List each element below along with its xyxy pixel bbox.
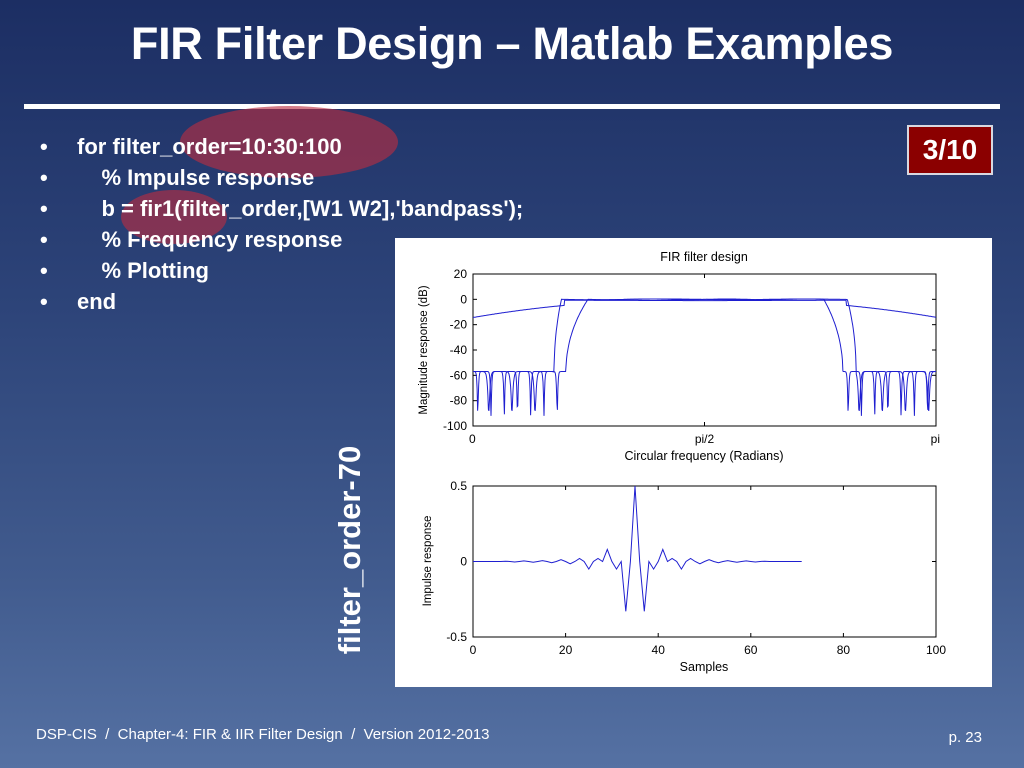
magnitude-series [472, 298, 937, 416]
y-tick-label: 0 [460, 555, 467, 569]
magnitude-xlabel: Circular frequency (Radians) [624, 449, 783, 463]
impulse-axis-ticks: 0.50-0.50 20 40 60 80 100 [446, 479, 946, 657]
bullet-glyph: • [40, 227, 48, 252]
y-tick-label: -40 [450, 343, 468, 357]
magnitude-line-order-10 [472, 299, 937, 318]
filter-order-side-label: filter_order-70 [332, 445, 367, 655]
code-line-2: % Impulse response [77, 165, 315, 190]
impulse-ylabel: Impulse response [422, 516, 434, 607]
x-tick-label: 80 [837, 643, 851, 657]
code-line-1: for filter_order=10:30:100 [77, 134, 342, 159]
x-tick-label: 40 [652, 643, 666, 657]
y-tick-label: -100 [443, 419, 467, 433]
y-tick-label: 20 [454, 267, 468, 281]
y-tick-label: 0 [460, 292, 467, 306]
y-tick-label: 0.5 [450, 479, 467, 493]
highlight-ellipse-fir1 [121, 190, 227, 244]
x-tick-label: pi/2 [695, 432, 715, 446]
highlight-ellipse-order [180, 106, 398, 178]
bullet-glyph: • [40, 196, 48, 221]
title-divider [24, 104, 1000, 109]
code-line-3: b = fir1(filter_order,[W1 W2],'bandpass'… [77, 196, 524, 221]
x-tick-label: 60 [744, 643, 758, 657]
matlab-figure: FIR filter design 20 0 -20 -40 -60 -80 -100 0 pi… [395, 238, 992, 687]
code-line-4: % Frequency response [77, 227, 343, 252]
code-line-6: end [77, 289, 117, 314]
code-line-5: % Plotting [77, 258, 209, 283]
bullet-glyph: • [40, 258, 48, 283]
bullet-glyph: • [40, 165, 48, 190]
footer-course-info: DSP-CIS / Chapter-4: FIR & IIR Filter De… [36, 726, 490, 743]
impulse-response-line [473, 485, 802, 612]
slide-title: FIR Filter Design – Matlab Examples [130, 18, 894, 69]
bullet-glyph: • [40, 289, 48, 314]
y-tick-label: -0.5 [446, 630, 467, 644]
x-tick-label: pi [931, 432, 940, 446]
footer-page-number: p. 23 [948, 729, 982, 746]
magnitude-line-order-70 [473, 298, 936, 416]
x-tick-label: 0 [470, 643, 477, 657]
x-tick-label: 0 [469, 432, 476, 446]
bullet-glyph: • [40, 134, 48, 159]
y-tick-label: -20 [450, 318, 468, 332]
y-tick-label: -60 [450, 368, 468, 382]
x-tick-label: 20 [559, 643, 573, 657]
magnitude-plot-frame [472, 273, 937, 427]
magnitude-ylabel: Magnitude response (dB) [418, 285, 430, 414]
impulse-series [473, 485, 802, 612]
chart-title: FIR filter design [660, 250, 748, 264]
x-tick-label: 100 [926, 643, 946, 657]
y-tick-label: -80 [450, 394, 468, 408]
impulse-xlabel: Samples [680, 660, 729, 674]
slide-counter-badge: 3/10 [907, 125, 993, 175]
